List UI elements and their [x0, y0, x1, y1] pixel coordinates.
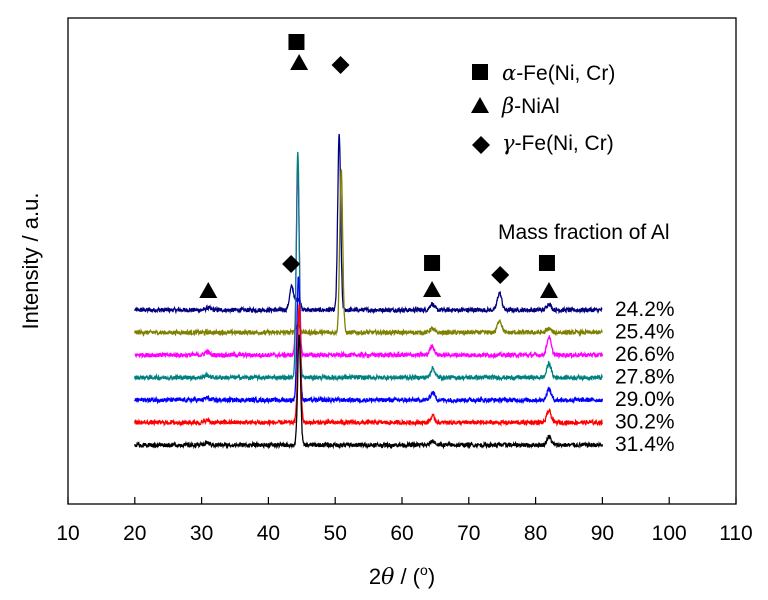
legend-beta-greek: β: [501, 94, 514, 118]
legend-triangle-marker: [471, 97, 489, 113]
x-axis-title-close: ): [428, 564, 435, 589]
phase-markers: [199, 34, 558, 298]
mass-fraction-title: Mass fraction of Al: [498, 221, 670, 244]
gamma-phase-marker: [282, 255, 301, 273]
x-tick-label: 30: [190, 522, 213, 545]
series-line: [134, 169, 604, 360]
series-label: 31.4%: [615, 433, 675, 456]
beta-phase-marker: [290, 54, 309, 70]
beta-phase-marker: [539, 282, 558, 298]
series-label: 25.4%: [615, 321, 675, 344]
alpha-phase-marker: [538, 255, 555, 271]
beta-phase-marker: [199, 282, 218, 298]
gamma-phase-marker: [491, 266, 510, 284]
legend-alpha-greek: α: [502, 61, 516, 85]
gamma-phase-marker: [331, 56, 350, 74]
x-tick-label: 80: [524, 522, 547, 545]
y-axis-title: Intensity / a.u.: [18, 193, 43, 330]
legend-gamma-greek: γ: [502, 131, 515, 155]
x-tick-label: 90: [591, 522, 614, 545]
series-label: 24.2%: [615, 298, 675, 321]
legend-alpha-label: -Fe(Ni, Cr): [516, 62, 615, 85]
series-line: [134, 334, 604, 450]
series-line: [134, 133, 603, 315]
series-lines: [134, 133, 604, 450]
series-label: 26.6%: [615, 343, 675, 366]
legend-beta-label: -NiAl: [514, 95, 560, 118]
series-label: 29.0%: [615, 388, 675, 411]
x-tick-label: 100: [652, 522, 687, 545]
alpha-phase-marker: [288, 34, 305, 50]
x-axis-title: 2θ / (o): [369, 562, 435, 590]
series-line: [134, 151, 603, 383]
x-tick-label: 10: [56, 522, 79, 545]
x-tick-label: 50: [324, 522, 347, 545]
x-axis-tick-labels: 10 20 30 40 50 60 70 80 90 100 110: [56, 522, 752, 545]
legend-entry-beta: β-NiAl: [501, 94, 560, 118]
legend-entry-alpha: α-Fe(Ni, Cr): [502, 61, 615, 85]
beta-phase-marker: [423, 281, 442, 297]
x-axis-title-prefix: 2: [369, 564, 381, 589]
series-label: 27.8%: [615, 366, 675, 389]
series-labels: 24.2%25.4%26.6%27.8%29.0%30.2%31.4%: [615, 298, 675, 456]
x-axis-ticks: [67, 497, 737, 504]
legend-gamma-label: -Fe(Ni, Cr): [515, 132, 614, 155]
series-line: [134, 304, 603, 428]
legend-diamond-marker: [472, 136, 490, 154]
x-tick-label: 110: [719, 522, 752, 545]
x-tick-label: 40: [257, 522, 280, 545]
legend-square-marker: [472, 64, 488, 80]
legend-entry-gamma: γ-Fe(Ni, Cr): [502, 131, 614, 155]
legend: α-Fe(Ni, Cr) β-NiAl γ-Fe(Ni, Cr): [471, 61, 615, 155]
alpha-phase-marker: [424, 255, 441, 271]
x-axis-title-unit: / (: [394, 564, 420, 589]
x-tick-label: 70: [457, 522, 480, 545]
x-tick-label: 60: [390, 522, 413, 545]
x-tick-label: 20: [123, 522, 146, 545]
series-line: [134, 276, 604, 405]
series-line: [134, 168, 603, 337]
x-axis-title-degree: o: [420, 562, 428, 578]
x-axis-title-theta: θ: [381, 565, 394, 590]
series-label: 30.2%: [615, 411, 675, 434]
